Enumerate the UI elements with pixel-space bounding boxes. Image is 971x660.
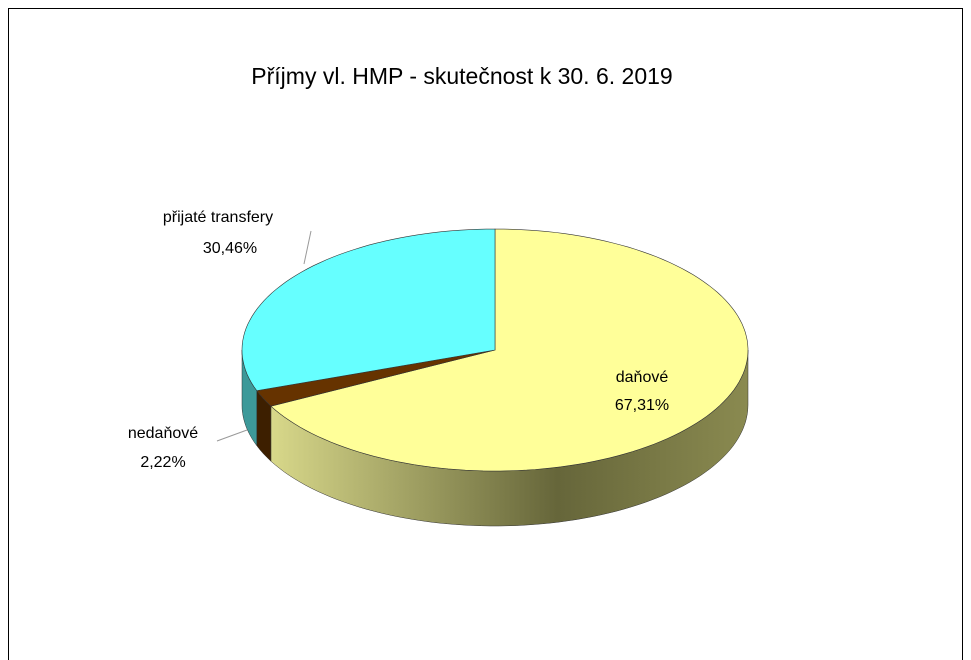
leader-line [303,230,312,265]
slice-label: nedaňové [128,425,198,442]
slice-value-label: 30,46% [203,240,257,257]
slice-value-label: 67,31% [615,397,669,414]
chart-title: Příjmy vl. HMP - skutečnost k 30. 6. 201… [251,63,672,89]
pie [241,228,749,527]
slice [270,228,749,472]
leader-line [216,429,248,442]
slice-label: přijaté transfery [163,209,273,226]
slice-label: daňové [616,369,669,386]
slice-value-label: 2,22% [140,454,185,471]
slice [241,228,496,392]
